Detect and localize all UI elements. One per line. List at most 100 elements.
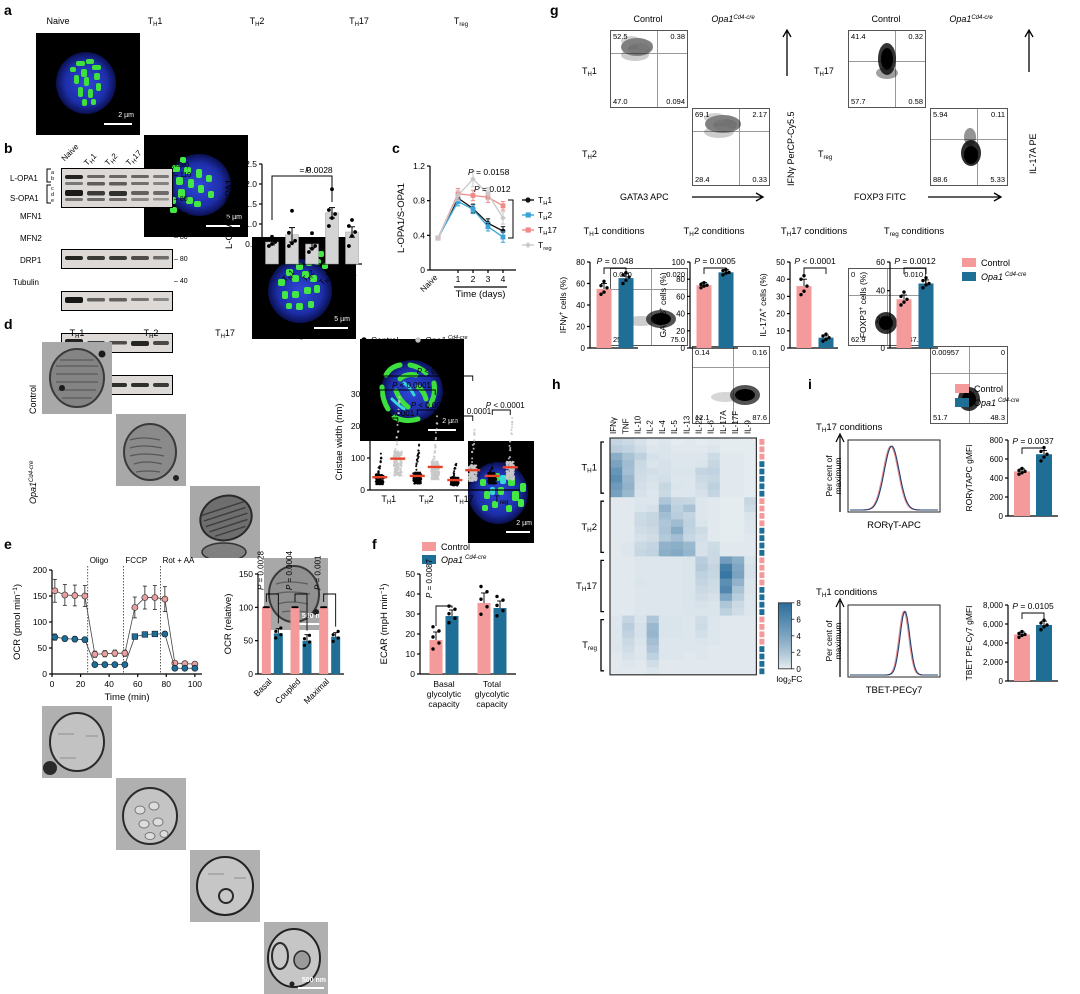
- flow-q-ll: 47.0: [613, 97, 628, 106]
- svg-text:0.8: 0.8: [413, 196, 425, 206]
- svg-text:150: 150: [239, 569, 253, 579]
- svg-text:600: 600: [990, 455, 1004, 464]
- svg-text:Cd4-cre: Cd4-cre: [1005, 272, 1027, 278]
- panel-a-col-label-th17: TH17: [349, 16, 369, 28]
- svg-text:P = 0.0037: P = 0.0037: [1012, 436, 1054, 446]
- panel-d-scale-ko: 500 nm: [301, 977, 326, 984]
- svg-text:OCR (relative): OCR (relative): [223, 594, 234, 655]
- panel-f-legend: Control Opa1 Cd4-cre: [422, 540, 542, 568]
- svg-text:8: 8: [796, 599, 801, 608]
- svg-text:Treg: Treg: [494, 494, 508, 506]
- svg-text:Treg conditions: Treg conditions: [884, 226, 945, 238]
- flow-right-yaxis-label: IL-17A PE: [1028, 133, 1038, 174]
- svg-text:Maximal: Maximal: [302, 676, 332, 706]
- blot-row-label-drp1: DRP1: [20, 256, 42, 265]
- svg-text:TH17 conditions: TH17 conditions: [816, 422, 883, 434]
- panel-i-top: TH17 conditions Per cent of maximum RORγT-A…: [812, 410, 1080, 555]
- blot-bracket-lopa1-icon: [46, 168, 51, 183]
- svg-text:50: 50: [776, 258, 785, 267]
- panel-i-letter: i: [808, 376, 812, 392]
- svg-text:Time (days): Time (days): [456, 289, 506, 300]
- svg-text:0: 0: [50, 679, 55, 689]
- panel-a-col-label-th1: TH1: [147, 16, 163, 28]
- flow-q-ll: 62.9: [851, 335, 866, 344]
- svg-text:Per cent of: Per cent of: [824, 620, 834, 662]
- svg-text:IL-13: IL-13: [682, 415, 691, 434]
- svg-text:100: 100: [188, 679, 202, 689]
- flow-q-ll: 57.7: [851, 97, 866, 106]
- panel-a-scale-label-th1: 5 µm: [226, 214, 242, 221]
- svg-text:30: 30: [776, 292, 785, 301]
- svg-text:0: 0: [796, 665, 801, 674]
- flow-q-ul: 0.14: [695, 348, 710, 357]
- blot-row-label-lopa1: L-OPA1: [10, 174, 38, 183]
- svg-text:40: 40: [876, 287, 885, 296]
- svg-text:P < 0.0001: P < 0.0001: [417, 367, 456, 376]
- flow-q-lr: 5.33: [990, 175, 1005, 184]
- svg-text:20: 20: [676, 327, 685, 336]
- panel-e-letter: e: [4, 536, 12, 552]
- flow-q-lr: 75.0: [670, 335, 685, 344]
- blot-row-label-tubulin: Tubulin: [13, 278, 39, 287]
- svg-text:maximum: maximum: [833, 458, 843, 495]
- svg-text:3: 3: [486, 274, 491, 284]
- blot-mw-110: – 110: [174, 172, 191, 179]
- panel-f-letter: f: [372, 536, 377, 552]
- blot-lane-th2: TH2: [103, 151, 120, 168]
- svg-text:P = 0.0012: P = 0.0012: [894, 256, 936, 266]
- svg-text:Control: Control: [974, 384, 1003, 394]
- svg-text:Treg: Treg: [538, 240, 552, 252]
- flow-q-ul: 5.94: [933, 110, 948, 119]
- panel-b-chart: 0 0.5 1.0 1.5 2.0 2.5 L-OPA1/S-OPA1 Naive TH1 TH2…: [222, 150, 387, 315]
- svg-text:TH2: TH2: [538, 210, 552, 222]
- panel-h-letter: h: [552, 376, 561, 392]
- panel-d-em-ko-th2: [116, 778, 186, 850]
- panel-a-col-label-naive: Naive: [46, 16, 70, 26]
- svg-text:2,000: 2,000: [983, 658, 1004, 667]
- svg-text:4: 4: [501, 274, 506, 284]
- svg-text:20: 20: [776, 310, 785, 319]
- svg-text:40: 40: [776, 275, 785, 284]
- svg-text:P = 0.0028: P = 0.0028: [256, 551, 265, 590]
- svg-text:capacity: capacity: [428, 699, 460, 709]
- svg-text:0: 0: [252, 259, 257, 269]
- flow-right-row-treg: Treg: [818, 149, 833, 161]
- svg-text:TH2: TH2: [581, 522, 597, 534]
- flow-left-header-ko: Opa1Cd4-cre: [711, 14, 755, 24]
- svg-text:TH17: TH17: [454, 494, 474, 506]
- svg-text:TNF: TNF: [621, 418, 630, 434]
- svg-text:IL-17A: IL-17A: [719, 410, 728, 434]
- panel-d-col-th17: TH17: [215, 328, 235, 340]
- svg-text:0.5: 0.5: [245, 239, 257, 249]
- svg-text:P: P: [305, 165, 311, 175]
- svg-text:100: 100: [239, 602, 253, 612]
- panel-b-letter: b: [4, 140, 13, 156]
- panel-g-barcharts: 0 20 40 60 80 IFNγ+ cells (%) TH1 conditions P …: [556, 222, 956, 367]
- flow-left-xaxis-label: GATA3 APC: [620, 192, 669, 202]
- svg-text:20: 20: [406, 629, 416, 639]
- svg-text:50: 50: [406, 569, 416, 579]
- svg-text:4,000: 4,000: [983, 639, 1004, 648]
- panel-d-row-ko: Opa1Cd4-cre: [28, 460, 38, 504]
- svg-text:P < 0.0001: P < 0.0001: [392, 381, 431, 390]
- svg-text:80: 80: [676, 275, 685, 284]
- svg-text:2: 2: [796, 648, 801, 657]
- svg-text:200: 200: [990, 493, 1004, 502]
- svg-text:0: 0: [410, 669, 415, 679]
- svg-text:Cristae width (nm): Cristae width (nm): [334, 403, 345, 480]
- svg-text:Coupled: Coupled: [273, 676, 303, 706]
- svg-text:Control: Control: [371, 335, 399, 345]
- svg-text:0: 0: [248, 669, 253, 679]
- svg-text:P = 0.0004: P = 0.0004: [285, 551, 294, 590]
- panel-d-em-control-th2: [116, 414, 186, 486]
- flow-left-yaxis-label: IFNγ PerCP-Cy5.5: [786, 111, 796, 186]
- svg-text:TH17: TH17: [317, 267, 338, 288]
- panel-a-scale-label-naive: 2 µm: [118, 112, 134, 119]
- svg-text:IFNγ: IFNγ: [609, 417, 618, 434]
- svg-text:Treg: Treg: [582, 640, 597, 652]
- svg-text:60: 60: [133, 679, 143, 689]
- svg-text:FOXP3+ cells (%): FOXP3+ cells (%): [858, 272, 868, 339]
- svg-text:0.4: 0.4: [413, 230, 425, 240]
- svg-text:4: 4: [796, 632, 801, 641]
